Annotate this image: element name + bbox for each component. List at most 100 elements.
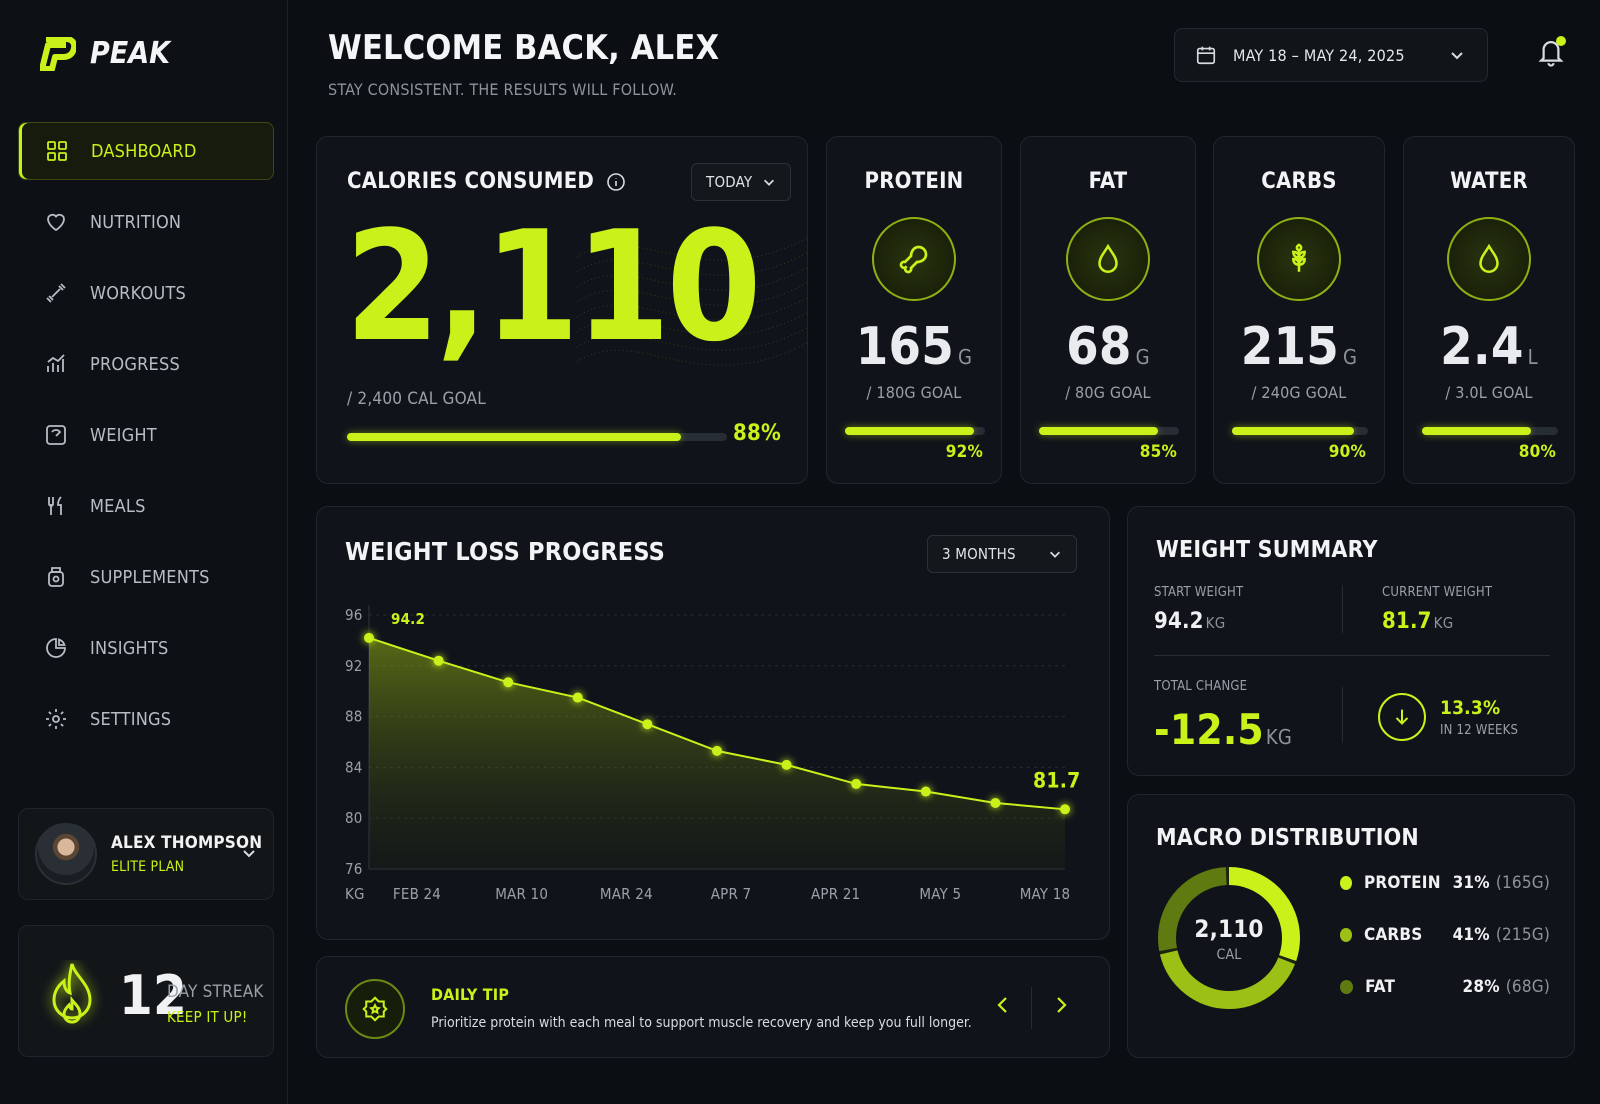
nav-item-meals[interactable]: MEALS [18, 477, 274, 535]
streak-sub: KEEP IT UP! [167, 1008, 248, 1026]
tile-goal: / 80g GOAL [1065, 383, 1151, 402]
logo-icon [40, 36, 76, 71]
chevron-down-icon [1050, 551, 1060, 558]
tile-goal: / 240g GOAL [1251, 383, 1347, 402]
legend-item-protein: PROTEIN 31% (165g) [1340, 873, 1550, 893]
total-change-label: TOTAL CHANGE [1154, 679, 1248, 694]
tile-value: 68 [1066, 317, 1132, 377]
calories-progress-fill [347, 433, 682, 441]
water-drop-icon [1447, 217, 1531, 301]
data-point[interactable] [1060, 804, 1070, 815]
change-period: IN 12 WEEKS [1440, 723, 1519, 738]
brand-logo[interactable]: PEAK [40, 36, 170, 71]
legend-item-fat: FAT 28% (68g) [1340, 977, 1550, 997]
data-point[interactable] [851, 778, 862, 789]
x-tick-label: MAR 10 [495, 885, 548, 903]
calories-value: 2,110 [345, 198, 762, 375]
calories-goal: / 2,400 CAL GOAL [347, 389, 486, 409]
legend-grams: (68g) [1505, 977, 1550, 997]
nav-item-insights[interactable]: INSIGHTS [18, 619, 274, 677]
legend-grams: (215g) [1495, 925, 1550, 945]
chevron-down-icon [1451, 52, 1463, 60]
nav-label: WORKOUTS [90, 282, 187, 304]
data-point[interactable] [990, 797, 1001, 808]
donut-slice-protein[interactable] [1158, 867, 1300, 1009]
legend-name: CARBS [1363, 925, 1423, 945]
wheat-icon [1257, 217, 1341, 301]
nav-item-settings[interactable]: SETTINGS [18, 690, 274, 748]
drumstick-icon [872, 217, 956, 301]
donut-slice-carbs[interactable] [1158, 867, 1300, 1009]
chevron-down-icon [764, 179, 775, 186]
x-tick-label: APR 21 [811, 885, 860, 903]
tile-value: 215 [1240, 317, 1340, 377]
y-tick-label: 96 [345, 606, 363, 624]
chevron-right-icon[interactable] [1051, 993, 1071, 1017]
tile-title: PROTEIN [864, 169, 964, 194]
x-tick-label: MAR 24 [600, 885, 653, 903]
date-range-label: MAY 18 – MAY 24, 2025 [1233, 45, 1405, 65]
nav-item-progress[interactable]: PROGRESS [18, 335, 274, 393]
flame-icon [52, 963, 92, 1024]
nav-label: INSIGHTS [90, 637, 169, 659]
tile-value: 2.4 [1440, 317, 1524, 377]
nav-item-workouts[interactable]: WORKOUTS [18, 264, 274, 322]
bell-icon[interactable] [1536, 36, 1566, 68]
chevron-down-icon[interactable] [241, 845, 257, 861]
nav-label: PROGRESS [90, 353, 180, 375]
legend-pct: 28% [1462, 977, 1500, 997]
y-tick-label: 80 [345, 809, 363, 827]
donut-center-unit: CAL [1216, 947, 1242, 963]
data-point[interactable] [503, 677, 514, 688]
streak-days: 12 [119, 964, 188, 1027]
legend-dot [1340, 928, 1352, 942]
data-point[interactable] [364, 632, 374, 643]
data-point[interactable] [642, 719, 653, 730]
legend-dot [1340, 980, 1354, 994]
nav-item-weight[interactable]: WEIGHT [18, 406, 274, 464]
pie-icon [46, 638, 66, 658]
tile-goal: / 3.0L GOAL [1445, 383, 1533, 402]
divider [1342, 687, 1343, 743]
calories-pct: 88% [733, 421, 781, 446]
bottle-icon [48, 567, 64, 587]
scale-icon [46, 425, 66, 445]
data-point[interactable] [433, 655, 444, 666]
data-point[interactable] [781, 759, 792, 770]
data-point[interactable] [920, 786, 931, 797]
nav-item-nutrition[interactable]: NUTRITION [18, 193, 274, 251]
tile-pct: 92% [945, 442, 983, 462]
start-weight-label: START WEIGHT [1154, 585, 1244, 600]
info-icon[interactable] [606, 172, 626, 192]
nav-item-supplements[interactable]: SUPPLEMENTS [18, 548, 274, 606]
tile-pct: 85% [1139, 442, 1177, 462]
divider [1342, 585, 1343, 633]
period-label: TODAY [706, 173, 753, 191]
tile-unit: L [1527, 345, 1538, 369]
chart-start-label: 94.2 [391, 610, 425, 628]
donut-slice-fat[interactable] [1158, 867, 1300, 1009]
date-range-picker[interactable]: MAY 18 – MAY 24, 2025 [1174, 28, 1488, 82]
macro-tile-carbs: CARBS 215 g / 240g GOAL 90% [1213, 136, 1385, 484]
tile-pct: 80% [1518, 442, 1556, 462]
start-weight-unit: kg [1205, 614, 1226, 632]
tile-progress-fill [845, 427, 974, 435]
data-point[interactable] [712, 745, 722, 756]
calories-title: CALORIES CONSUMED [347, 169, 626, 194]
nav-label: SETTINGS [90, 708, 172, 730]
total-change-value: -12.5 kg [1154, 705, 1292, 754]
summary-title: WEIGHT SUMMARY [1156, 537, 1378, 563]
data-point[interactable] [572, 692, 583, 703]
chevron-left-icon[interactable] [993, 993, 1013, 1017]
x-tick-label: APR 7 [711, 885, 752, 903]
streak-label: DAY STREAK [167, 982, 264, 1002]
user-name: ALEX THOMPSON [111, 833, 263, 853]
nav-label: MEALS [90, 495, 146, 517]
chart-period-dropdown[interactable]: 3 MONTHS [927, 535, 1077, 573]
period-dropdown[interactable]: TODAY [691, 163, 792, 201]
tip-text: Prioritize protein with each meal to sup… [431, 1015, 972, 1031]
user-profile-card[interactable]: ALEX THOMPSON ELITE PLAN [18, 808, 274, 900]
arrow-down-icon [1378, 693, 1426, 741]
tile-progress-bar [1232, 427, 1368, 435]
nav-item-dashboard[interactable]: DASHBOARD [18, 122, 274, 180]
